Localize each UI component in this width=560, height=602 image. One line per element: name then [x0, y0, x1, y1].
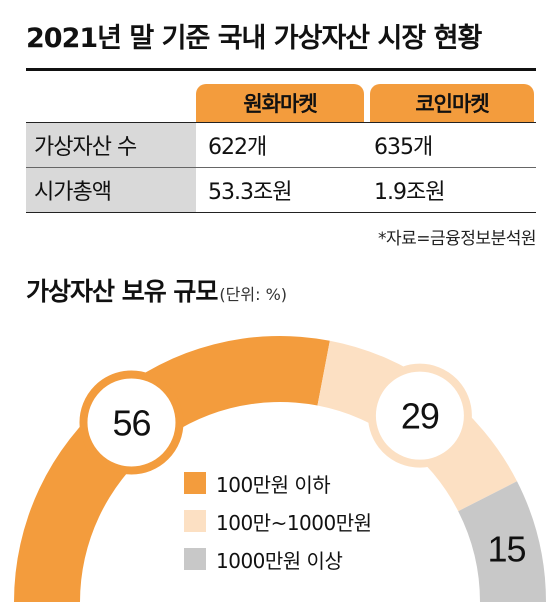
- chart-legend: 100만원 이하 100만~1000만원 1000만원 이상: [184, 464, 372, 578]
- value-bubble: [367, 363, 472, 468]
- chart-unit: (단위: %): [219, 285, 288, 304]
- row-label-asset-count: 가상자산 수: [26, 123, 196, 167]
- cell-krw-asset-count: 622개: [208, 135, 267, 160]
- title-divider: [26, 68, 536, 71]
- cell-coin-asset-count: 635개: [374, 135, 433, 160]
- cell-krw-market-cap: 53.3조원: [208, 180, 292, 205]
- legend-label: 100만~1000만원: [216, 510, 372, 535]
- legend-swatch: [184, 472, 206, 494]
- table-row: 시가총액 53.3조원 1.9조원: [26, 167, 536, 212]
- column-header-coin-market: 코인마켓: [370, 84, 534, 122]
- cell-coin-market-cap: 1.9조원: [374, 180, 445, 205]
- value-bubble: [79, 370, 184, 475]
- legend-item: 100만~1000만원: [184, 502, 372, 540]
- legend-label: 100만원 이하: [216, 472, 331, 497]
- chart-title-text: 가상자산 보유 규모: [26, 277, 218, 306]
- row-label-market-cap: 시가총액: [26, 168, 196, 212]
- legend-swatch: [184, 548, 206, 570]
- table-row: 가상자산 수 622개 635개: [26, 123, 536, 167]
- source-note: *자료=금융정보분석원: [377, 229, 537, 249]
- legend-item: 100만원 이하: [184, 464, 372, 502]
- chart-title: 가상자산 보유 규모 (단위: %): [26, 272, 287, 308]
- column-header-krw-market: 원화마켓: [196, 84, 364, 122]
- page-title: 2021년 말 기준 국내 가상자산 시장 현황: [26, 23, 482, 54]
- legend-label: 1000만원 이상: [216, 548, 343, 573]
- donut-segment: [458, 481, 546, 602]
- legend-item: 1000만원 이상: [184, 540, 372, 578]
- market-table: 가상자산 수 622개 635개 시가총액 53.3조원 1.9조원: [26, 122, 536, 213]
- donut-segment: [14, 335, 330, 602]
- data-label: 29: [401, 396, 439, 437]
- data-label: 56: [112, 402, 150, 443]
- data-label: 15: [488, 529, 526, 570]
- chart-value-labels: 56 29 15: [79, 363, 527, 570]
- legend-swatch: [184, 510, 206, 532]
